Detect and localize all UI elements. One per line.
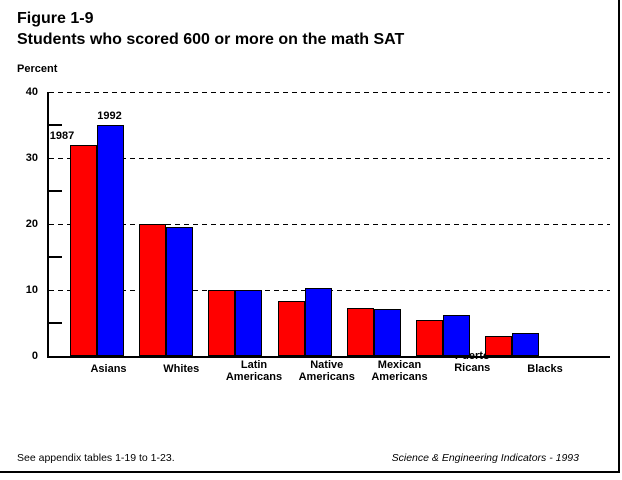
minor-tick-35 [49, 124, 62, 126]
bar-1992-native-americans [305, 288, 332, 356]
category-label-mexican-americans: Mexican Americans [371, 359, 428, 383]
bar-1992-blacks [512, 333, 539, 356]
category-label-latin-americans: Latin Americans [225, 359, 283, 383]
ytick-label-30: 30 [25, 152, 38, 164]
minor-tick-15 [49, 256, 62, 258]
appendix-footnote: See appendix tables 1-19 to 1-23. [17, 452, 175, 464]
gridline-30 [49, 158, 610, 159]
ytick-label-40: 40 [25, 86, 38, 98]
category-label-blacks: Blacks [527, 363, 563, 375]
gridline-40 [49, 92, 610, 93]
category-label-asians: Asians [90, 363, 127, 375]
bar-1992-puerto-ricans [443, 315, 470, 356]
bar-1987-native-americans [278, 301, 305, 356]
bar-1987-mexican-americans [347, 308, 374, 356]
bar-1992-asians [97, 125, 124, 356]
chart-plot-area: 1987 1992 [47, 92, 610, 358]
bar-1992-whites [166, 227, 193, 356]
bar-1987-puerto-ricans [416, 320, 443, 356]
bar-1992-mexican-americans [374, 309, 401, 356]
bar-1992-latin-americans [235, 290, 262, 356]
figure-title-block: Figure 1-9 Students who scored 600 or mo… [17, 8, 404, 50]
bar-1987-blacks [485, 336, 512, 356]
gridline-20 [49, 224, 610, 225]
minor-tick-25 [49, 190, 62, 192]
bar-1987-latin-americans [208, 290, 235, 356]
bar-1987-whites [139, 224, 166, 356]
ytick-label-10: 10 [25, 284, 38, 296]
figure-title: Students who scored 600 or more on the m… [17, 31, 405, 48]
y-axis-unit-label: Percent [17, 63, 58, 75]
figure-label: Figure 1-9 [17, 10, 94, 27]
source-citation: Science & Engineering Indicators - 1993 [391, 452, 579, 464]
minor-tick-5 [49, 322, 62, 324]
category-label-native-americans: Native Americans [298, 359, 355, 383]
bar-1987-asians [70, 145, 97, 356]
ytick-label-20: 20 [25, 218, 38, 230]
ytick-label-0: 0 [31, 350, 38, 362]
category-label-whites: Whites [163, 363, 200, 375]
series-label-1987: 1987 [49, 129, 75, 142]
series-label-1992: 1992 [97, 110, 122, 122]
